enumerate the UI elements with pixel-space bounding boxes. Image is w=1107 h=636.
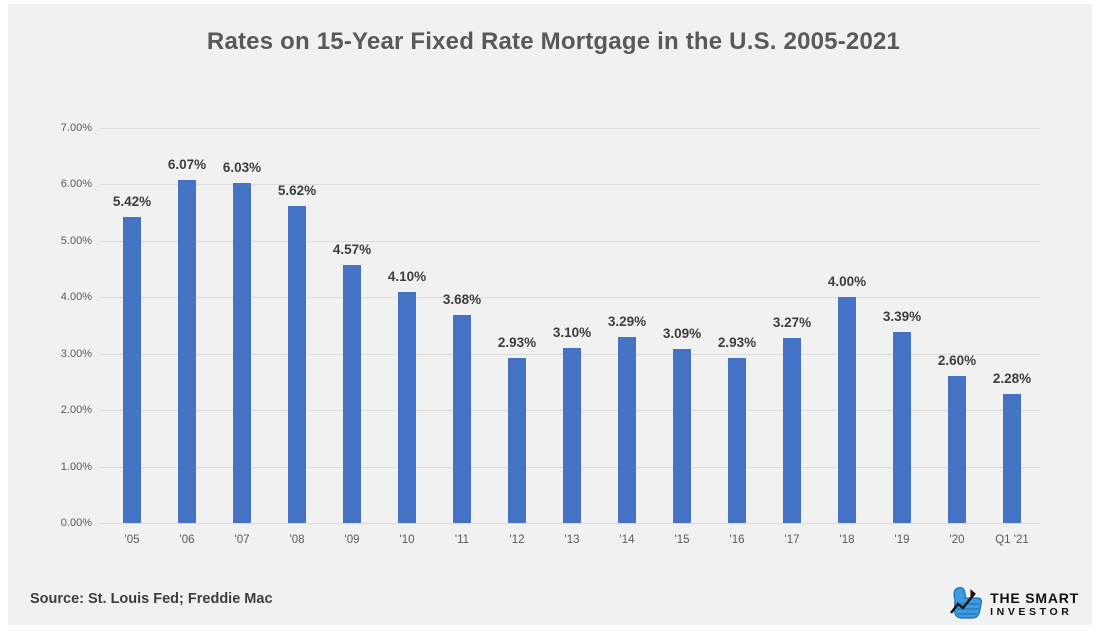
- x-tick-label: '15: [674, 534, 690, 546]
- bar-value-label: 5.42%: [112, 194, 152, 210]
- x-tick-label: '19: [894, 534, 910, 546]
- brand-logo: THE SMART INVESTOR: [948, 583, 1079, 626]
- bar: [288, 205, 306, 523]
- bar-value-label: 3.10%: [552, 325, 592, 341]
- y-tick-label: 1.00%: [60, 460, 92, 473]
- bar: [453, 315, 471, 523]
- bar-value-label: 3.29%: [607, 314, 647, 330]
- grid-line: [100, 184, 1040, 186]
- x-tick-label: '18: [839, 534, 855, 546]
- grid-line: [100, 523, 1040, 524]
- y-tick-label: 7.00%: [60, 121, 92, 134]
- y-tick-label: 2.00%: [60, 404, 92, 417]
- x-tick-label: '07: [234, 534, 250, 546]
- x-tick-label: '14: [619, 534, 635, 546]
- x-tick-label: Q1 '21: [995, 534, 1029, 546]
- grid-line: [100, 297, 1040, 299]
- bar: [343, 265, 361, 523]
- bar: [728, 357, 746, 523]
- y-tick-label: 0.00%: [60, 517, 92, 529]
- bar-value-label: 2.28%: [992, 371, 1032, 387]
- bar: [178, 180, 196, 523]
- bar: [508, 357, 526, 523]
- bar: [783, 338, 801, 523]
- bar: [233, 182, 251, 523]
- x-tick-label: '08: [289, 534, 305, 546]
- bar-value-label: 6.07%: [167, 157, 207, 173]
- bar: [1003, 394, 1021, 523]
- bar: [673, 348, 691, 523]
- source-text: Source: St. Louis Fed; Freddie Mac: [30, 591, 273, 607]
- x-tick-label: '13: [564, 534, 580, 546]
- x-tick-label: '10: [399, 534, 415, 546]
- y-tick-label: 5.00%: [60, 234, 92, 247]
- y-tick-label: 4.00%: [60, 291, 92, 304]
- x-tick-label: '17: [784, 534, 800, 546]
- x-tick-label: '11: [454, 534, 470, 546]
- bar-value-label: 2.93%: [497, 334, 537, 350]
- bar-value-label: 6.03%: [222, 159, 262, 175]
- y-tick-label: 6.00%: [60, 178, 92, 191]
- x-tick-label: '20: [949, 534, 965, 546]
- thumbs-up-chart-icon: [948, 583, 984, 626]
- bar-value-label: 3.27%: [772, 315, 812, 331]
- bar-value-label: 3.68%: [442, 292, 482, 308]
- bar: [838, 297, 856, 523]
- bar-value-label: 4.57%: [332, 242, 372, 258]
- grid-line: [100, 240, 1040, 242]
- chart-title: Rates on 15-Year Fixed Rate Mortgage in …: [206, 28, 901, 55]
- x-tick-label: '05: [124, 534, 140, 546]
- x-tick-label: '16: [729, 534, 745, 546]
- bar-value-label: 3.09%: [662, 325, 702, 341]
- bar-value-label: 2.60%: [937, 353, 977, 369]
- x-tick-label: '12: [509, 534, 525, 546]
- bar: [563, 348, 581, 523]
- bar-value-label: 3.39%: [882, 308, 922, 324]
- grid-line: [100, 127, 1040, 129]
- bar: [398, 291, 416, 523]
- bar: [948, 376, 966, 523]
- x-tick-label: '06: [179, 534, 195, 546]
- bar-value-label: 2.93%: [717, 334, 757, 350]
- bar-value-label: 4.10%: [387, 268, 427, 284]
- bar-value-label: 5.62%: [277, 182, 317, 198]
- y-tick-label: 3.00%: [60, 347, 92, 360]
- bar: [123, 217, 141, 523]
- logo-text-line1: THE SMART: [990, 589, 1079, 606]
- logo-text-line2: INVESTOR: [990, 605, 1073, 618]
- bar: [618, 337, 636, 523]
- bar-value-label: 4.00%: [827, 274, 867, 290]
- x-tick-label: '09: [344, 534, 360, 546]
- bar: [893, 331, 911, 523]
